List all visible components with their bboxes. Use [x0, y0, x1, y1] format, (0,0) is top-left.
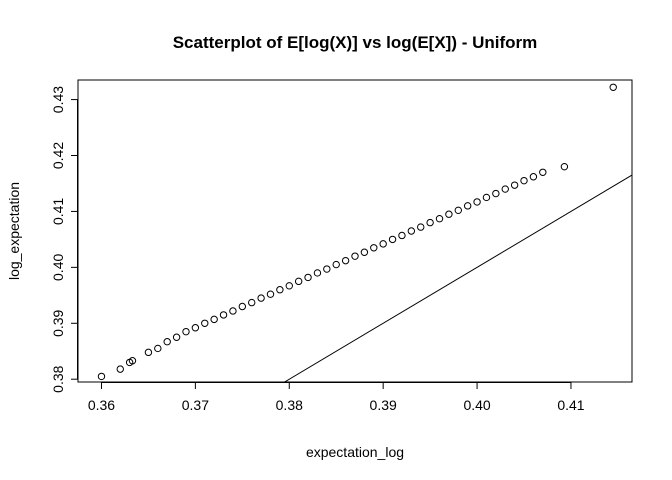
data-point — [219, 311, 228, 319]
data-point — [276, 286, 284, 294]
x-axis: 0.36 0.37 0.38 0.39 0.40 0.41 — [88, 382, 585, 413]
x-tick-label: 0.36 — [88, 397, 115, 413]
y-axis: 0.38 0.39 0.40 0.41 0.42 0.43 — [50, 86, 78, 393]
y-tick-label: 0.38 — [50, 365, 66, 392]
data-point — [510, 181, 519, 189]
data-point — [248, 298, 256, 307]
data-point — [609, 83, 617, 91]
data-point — [520, 176, 528, 185]
data-point — [351, 252, 359, 260]
x-tick-label: 0.40 — [463, 397, 490, 413]
x-axis-label: expectation_log — [306, 444, 404, 460]
data-point — [360, 248, 369, 256]
data-point — [144, 348, 153, 357]
data-point — [482, 193, 491, 202]
data-point — [445, 210, 453, 218]
data-point — [304, 273, 312, 282]
data-point — [163, 338, 171, 346]
data-point — [210, 315, 218, 324]
data-point — [266, 290, 275, 298]
data-point — [201, 319, 209, 327]
data-point — [388, 235, 397, 244]
data-point — [341, 256, 350, 265]
data-point — [172, 333, 181, 341]
data-point — [116, 365, 124, 373]
y-tick-label: 0.43 — [50, 86, 66, 113]
data-point — [182, 327, 190, 336]
data-point — [435, 214, 444, 223]
data-point — [473, 198, 481, 206]
data-point — [417, 223, 425, 231]
data-point — [426, 218, 434, 227]
data-point — [560, 162, 569, 171]
data-point — [454, 206, 462, 215]
data-point — [323, 265, 331, 273]
plot-frame — [77, 79, 633, 383]
y-tick-label: 0.39 — [50, 309, 66, 336]
data-point — [370, 244, 378, 252]
y-axis-label: log_expectation — [6, 182, 22, 280]
data-point — [529, 173, 538, 181]
data-point — [154, 344, 162, 353]
data-point — [97, 372, 106, 381]
data-point — [285, 282, 293, 290]
data-point — [332, 260, 340, 269]
y-tick-label: 0.42 — [50, 142, 66, 169]
x-tick-label: 0.37 — [182, 397, 209, 413]
data-point — [229, 307, 237, 315]
data-point — [379, 240, 387, 248]
data-point — [407, 227, 416, 235]
data-point — [398, 231, 406, 240]
data-point — [128, 357, 137, 365]
data-point — [238, 302, 247, 311]
data-point — [539, 168, 547, 176]
reference-line — [284, 174, 633, 383]
x-tick-label: 0.41 — [557, 397, 584, 413]
y-tick-label: 0.41 — [50, 198, 66, 225]
data-point — [257, 294, 265, 302]
data-point — [492, 189, 500, 198]
data-point — [313, 269, 322, 277]
data-point — [463, 202, 472, 210]
data-points — [97, 83, 617, 381]
y-tick-label: 0.40 — [50, 254, 66, 281]
x-tick-label: 0.39 — [370, 397, 397, 413]
chart-title: Scatterplot of E[log(X)] vs log(E[X]) - … — [173, 33, 538, 52]
x-tick-label: 0.38 — [276, 397, 303, 413]
data-point — [294, 277, 303, 286]
data-point — [501, 185, 509, 193]
data-point — [191, 324, 200, 332]
